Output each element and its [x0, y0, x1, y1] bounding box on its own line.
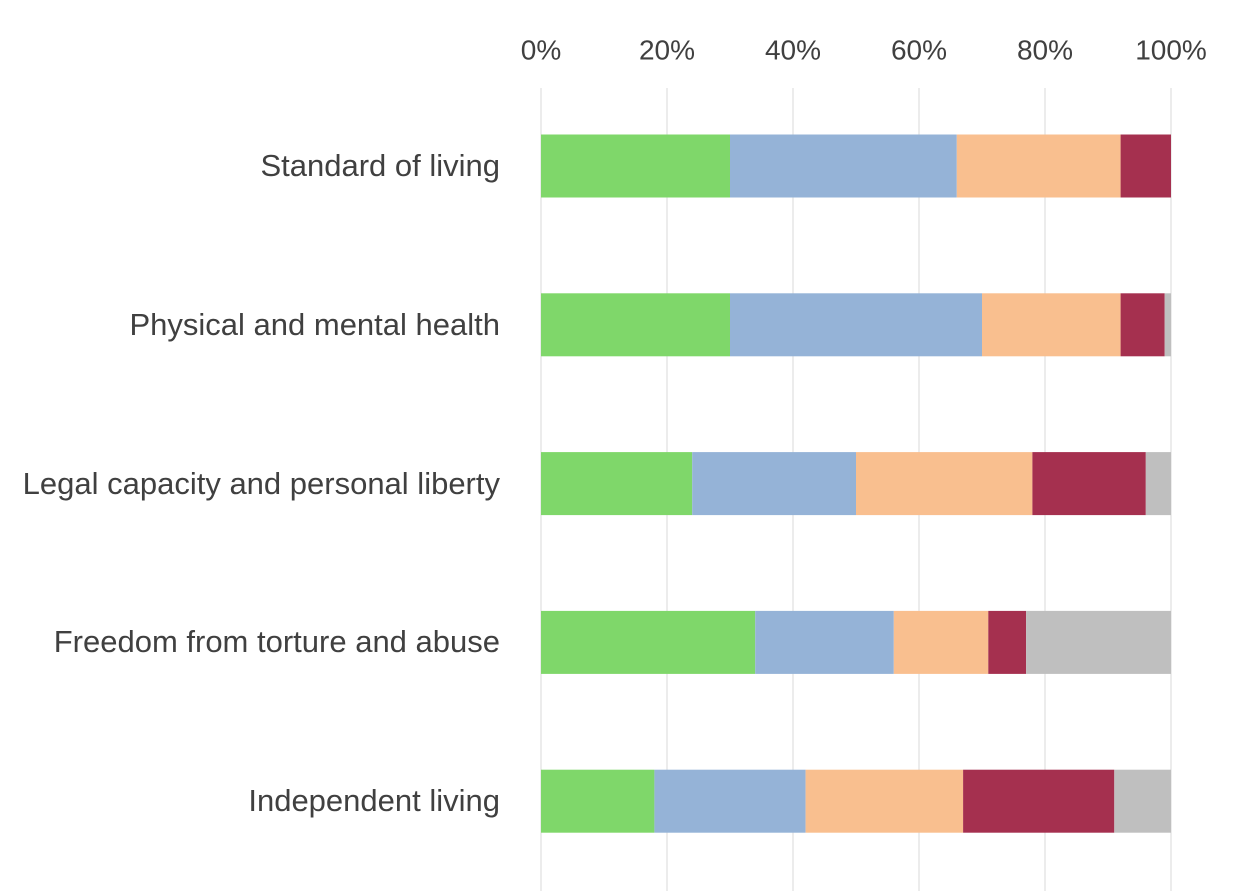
- bar-segment: [541, 452, 693, 516]
- bar-segment: [730, 134, 957, 198]
- category-label-box: Freedom from torture and abuse: [20, 617, 500, 667]
- x-tick-label: 60%: [891, 34, 947, 65]
- bar-segment: [1032, 452, 1146, 516]
- bar-segment: [1145, 452, 1171, 516]
- bar-segment: [755, 610, 894, 674]
- bar-segment: [1120, 293, 1165, 357]
- x-tick-label: 100%: [1135, 34, 1207, 65]
- bar-segment: [963, 769, 1115, 833]
- category-label: Independent living: [248, 783, 500, 819]
- x-tick-label: 80%: [1017, 34, 1073, 65]
- category-label-box: Legal capacity and personal liberty: [20, 459, 500, 509]
- bar-segment: [1164, 293, 1171, 357]
- category-label: Legal capacity and personal liberty: [22, 465, 500, 501]
- bar-segment: [541, 134, 730, 198]
- bar-segment: [541, 610, 756, 674]
- x-tick-label: 0%: [521, 34, 561, 65]
- bar-segment: [956, 134, 1121, 198]
- bar-segment: [1114, 769, 1171, 833]
- category-label: Freedom from torture and abuse: [53, 624, 500, 660]
- bar-segment: [654, 769, 806, 833]
- bar-segment: [1026, 610, 1171, 674]
- bar-segment: [541, 293, 730, 357]
- category-label-box: Independent living: [20, 776, 500, 826]
- category-label: Standard of living: [260, 148, 500, 183]
- bar-segment: [1120, 134, 1171, 198]
- bar-segment: [856, 452, 1033, 516]
- x-tick-label: 20%: [639, 34, 695, 65]
- bar-segment: [805, 769, 964, 833]
- bar-segment: [893, 610, 989, 674]
- x-tick-label: 40%: [765, 34, 821, 65]
- bar-segment: [988, 610, 1027, 674]
- category-label: Physical and mental health: [129, 306, 500, 342]
- category-label-box: Physical and mental health: [20, 300, 500, 350]
- category-label-box: Standard of living: [20, 141, 500, 191]
- bar-segment: [692, 452, 856, 516]
- bar-segment: [541, 769, 655, 833]
- bar-segment: [730, 293, 982, 357]
- bar-segment: [982, 293, 1121, 357]
